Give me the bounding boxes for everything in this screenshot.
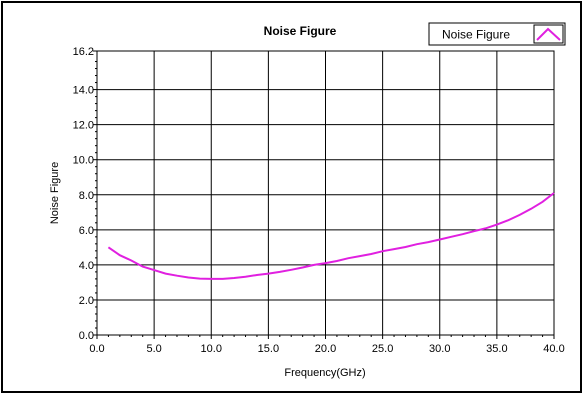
x-tick-label: 35.0	[486, 343, 507, 355]
x-tick-label: 30.0	[429, 343, 450, 355]
noise-figure-line	[107, 192, 555, 280]
y-axis: 0.0 2.0 4.0 6.0 8.0 10.0 12.0 14.0 16.2	[73, 46, 97, 342]
legend-swatch-icon	[536, 27, 561, 41]
x-tick-label: 5.0	[146, 343, 161, 355]
x-tick-label: 15.0	[258, 343, 279, 355]
x-axis-label: Frequency(GHz)	[284, 367, 365, 379]
y-tick-label: 8.0	[79, 190, 94, 202]
y-tick-label: 10.0	[73, 155, 94, 167]
grid	[97, 51, 554, 335]
legend-box	[428, 22, 566, 46]
chart-title: Noise Figure	[264, 24, 337, 38]
y-axis-label: Noise Figure	[49, 162, 61, 224]
y-tick-label: 16.2	[73, 46, 94, 58]
x-tick-label: 25.0	[372, 343, 393, 355]
x-tick-label: 40.0	[543, 343, 564, 355]
x-tick-label: 0.0	[89, 343, 104, 355]
y-tick-label: 2.0	[79, 295, 94, 307]
legend-label: Noise Figure	[442, 28, 510, 42]
noise-figure-chart: Noise Figure Noise Figure 0.0 5.0 10.0 15.0…	[49, 22, 566, 379]
x-axis: 0.0 5.0 10.0 15.0 20.0 25.0 30.0 35.0 40.0	[89, 335, 565, 355]
y-tick-label: 0.0	[79, 330, 94, 342]
y-tick-label: 6.0	[79, 225, 94, 237]
legend-swatch-box	[533, 24, 564, 44]
legend: Noise Figure	[428, 22, 566, 46]
y-tick-label: 12.0	[73, 120, 94, 132]
x-tick-label: 20.0	[315, 343, 336, 355]
y-tick-label: 14.0	[73, 85, 94, 97]
y-tick-label: 4.0	[79, 260, 94, 272]
x-tick-label: 10.0	[201, 343, 222, 355]
